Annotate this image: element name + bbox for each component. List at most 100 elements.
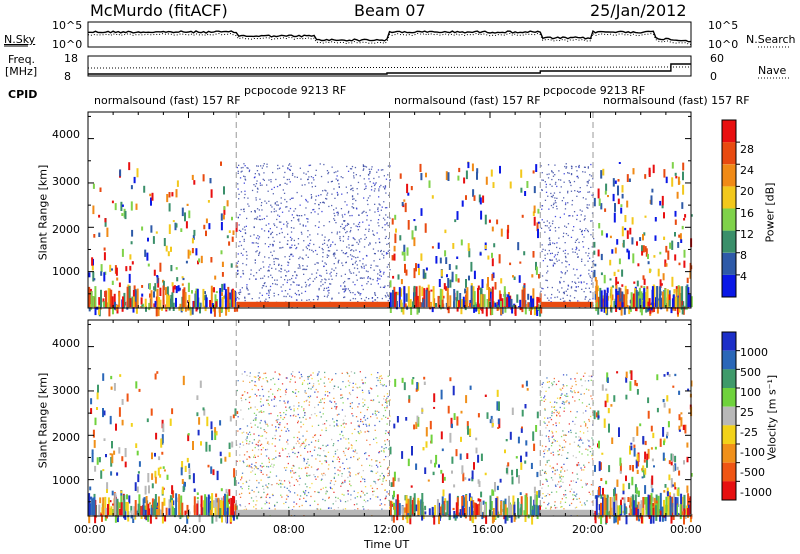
power-speckle — [356, 267, 359, 270]
power-speckle — [303, 273, 305, 275]
velocity-echo — [441, 448, 444, 452]
power-echo — [601, 230, 604, 236]
power-echo — [141, 293, 144, 297]
velocity-speckle — [241, 399, 243, 402]
power-speckle — [323, 287, 326, 289]
power-echo — [521, 214, 524, 218]
velocity-speckle — [302, 435, 304, 437]
power-speckle — [279, 184, 281, 186]
power-speckle — [585, 296, 587, 298]
velocity-speckle — [361, 464, 363, 467]
power-speckle — [263, 163, 265, 165]
velocity-speckle — [240, 479, 242, 481]
power-speckle — [312, 251, 314, 253]
velocity-speckle — [374, 429, 376, 431]
power-speckle — [305, 286, 307, 288]
velocity-speckle — [356, 396, 358, 399]
power-ground-echo — [393, 292, 396, 308]
power-ground-echo — [648, 298, 651, 308]
velocity-echo — [200, 441, 202, 446]
power-echo — [176, 277, 179, 282]
power-speckle — [363, 188, 366, 190]
power-echo — [167, 251, 170, 257]
velocity-echo — [214, 430, 217, 440]
velocity-speckle — [273, 398, 275, 400]
velocity-speckle — [365, 501, 367, 503]
power-speckle — [346, 224, 348, 226]
power-ground-echo — [90, 291, 93, 308]
power-speckle — [359, 260, 361, 262]
power-speckle — [290, 220, 293, 222]
velocity-speckle — [350, 422, 352, 424]
velocity-echo — [651, 458, 654, 462]
power-speckle — [326, 254, 328, 256]
velocity-echo — [212, 469, 215, 476]
velocity-ground-echo — [461, 505, 464, 516]
velocity-echo — [188, 463, 191, 468]
velocity-echo — [111, 490, 114, 496]
velocity-echo — [475, 447, 478, 454]
velocity-speckle — [361, 379, 363, 381]
velocity-speckle — [355, 474, 357, 476]
velocity-speckle — [246, 458, 248, 460]
power-echo — [648, 306, 651, 311]
power-ground-echo — [226, 302, 229, 308]
velocity-speckle — [266, 474, 268, 476]
power-speckle — [583, 236, 585, 238]
power-speckle — [333, 171, 335, 174]
power-echo — [447, 172, 450, 181]
power-speckle — [360, 238, 362, 240]
power-speckle — [369, 209, 371, 211]
velocity-speckle — [288, 489, 290, 492]
velocity-echo — [433, 515, 436, 525]
velocity-speckle — [286, 494, 288, 496]
power-speckle — [378, 190, 380, 192]
power-speckle — [387, 294, 389, 296]
power-ground-echo — [651, 286, 654, 308]
velocity-echo — [472, 514, 475, 524]
power-echo — [163, 238, 166, 247]
xlabel: Time UT — [364, 538, 410, 551]
power-speckle — [320, 175, 323, 178]
velocity-speckle — [268, 459, 270, 461]
power-speckle — [281, 211, 284, 213]
velocity-speckle — [289, 415, 292, 417]
power-echo — [683, 260, 686, 268]
power-speckle — [283, 192, 286, 194]
velocity-speckle — [314, 406, 316, 409]
velocity-ground-echo — [181, 502, 184, 516]
power-speckle — [564, 273, 566, 275]
power-ground-echo — [647, 306, 650, 308]
power-speckle — [558, 226, 560, 229]
velocity-ground-echo — [612, 497, 615, 516]
velocity-echo — [607, 408, 610, 414]
power-echo — [225, 306, 228, 316]
velocity-echo — [149, 502, 151, 505]
velocity-speckle — [271, 458, 274, 460]
velocity-speckle — [291, 467, 293, 469]
power-echo — [125, 266, 128, 272]
power-speckle — [577, 300, 579, 302]
velocity-echo — [605, 388, 608, 391]
power-echo — [413, 237, 416, 247]
power-speckle — [374, 203, 376, 205]
power-speckle — [573, 297, 576, 299]
power-echo — [671, 276, 674, 287]
velocity-echo — [666, 431, 669, 436]
power-speckle — [339, 236, 341, 238]
power-speckle — [362, 169, 364, 171]
velocity-speckle — [333, 483, 335, 486]
power-speckle — [546, 173, 548, 176]
velocity-speckle — [372, 494, 374, 496]
velocity-echo — [433, 406, 436, 409]
velocity-speckle — [293, 465, 295, 467]
power-speckle — [263, 275, 266, 277]
velocity-speckle — [254, 418, 256, 420]
velocity-speckle — [289, 482, 291, 484]
power-speckle — [317, 297, 319, 299]
power-echo — [641, 245, 643, 252]
power-echo — [622, 239, 625, 248]
power-echo — [477, 285, 480, 290]
power-speckle — [350, 272, 352, 274]
velocity-speckle — [339, 433, 341, 436]
